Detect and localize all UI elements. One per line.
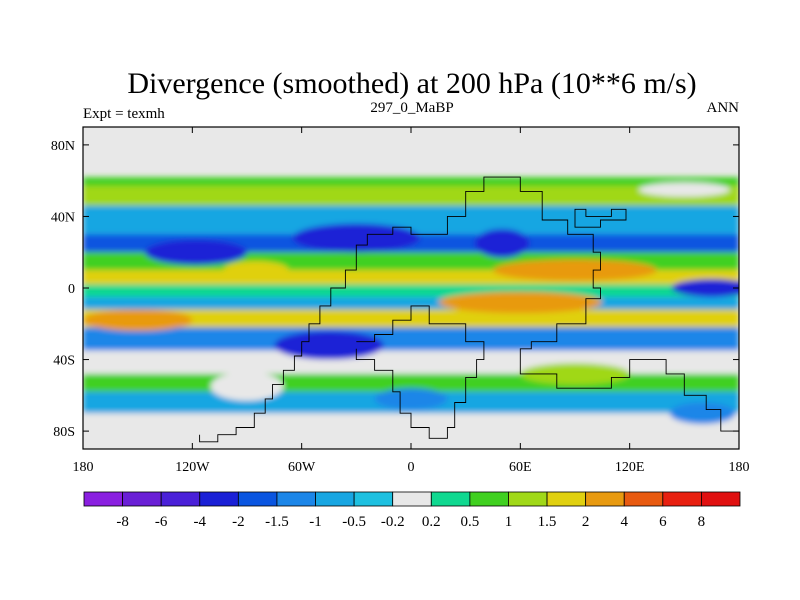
field-cell-6 <box>438 291 603 314</box>
x-tick-label-1: 120W <box>175 460 210 475</box>
colorbar-label-10: 1 <box>505 514 513 530</box>
colorbar-swatch-0 <box>83 491 123 507</box>
y-axis: 80N 40N 0 40S 80S <box>51 139 739 440</box>
colorbar-label-12: 2 <box>582 514 590 530</box>
y-tick-label-0: 80N <box>51 139 75 154</box>
field-cell-9 <box>374 388 448 410</box>
colorbar-swatch-15 <box>662 491 702 507</box>
colorbar: -8 -6 -4 -2 -1.5 -1 -0.5 -0.2 0.2 0.5 1 1.5 2 4 6 8 <box>83 491 741 530</box>
colorbar-label-0: -8 <box>116 514 129 530</box>
field-cell-10 <box>669 402 736 424</box>
field-cell-0 <box>144 239 247 265</box>
field-cell-7 <box>83 309 193 331</box>
colorbar-label-9: 0.5 <box>461 514 480 530</box>
colorbar-label-3: -2 <box>232 514 245 530</box>
field-cell-1 <box>292 223 421 253</box>
colorbar-swatch-2 <box>160 491 201 507</box>
field-band-1 <box>83 186 739 206</box>
colorbar-swatch-5 <box>276 491 316 507</box>
field-cell-2 <box>474 228 530 258</box>
x-tick-label-2: 60W <box>288 460 316 475</box>
colorbar-label-11: 1.5 <box>538 514 557 530</box>
field-cell-4 <box>274 330 384 360</box>
x-tick-label-6: 180 <box>729 460 750 475</box>
x-tick-label-5: 120E <box>615 460 645 475</box>
colorbar-label-8: 0.2 <box>422 514 441 530</box>
x-tick-label-0: 180 <box>73 460 94 475</box>
x-axis: 180 120W 60W 0 60E 120E 180 <box>73 127 750 475</box>
field-band-6 <box>83 284 739 297</box>
colorbar-swatch-13 <box>585 491 625 507</box>
y-tick-label-1: 40N <box>51 210 75 225</box>
x-tick-label-3: 0 <box>408 460 415 475</box>
field-band-10 <box>83 350 739 374</box>
period-label: 297_0_MaBP <box>370 100 453 116</box>
colorbar-label-15: 8 <box>698 514 706 530</box>
continent-outline-asia <box>574 208 627 228</box>
field-cell-8 <box>223 261 289 280</box>
colorbar-label-6: -0.5 <box>342 514 366 530</box>
field-band-0 <box>83 177 739 187</box>
y-tick-label-3: 40S <box>53 354 75 369</box>
colorbar-swatch-14 <box>623 491 664 507</box>
colorbar-swatch-9 <box>430 491 471 507</box>
field-cell-11 <box>638 182 730 197</box>
colorbar-label-4: -1.5 <box>265 514 289 530</box>
colorbar-swatch-4 <box>237 491 278 507</box>
colorbar-label-13: 4 <box>620 514 628 530</box>
field-cell-5 <box>493 259 657 281</box>
colorbar-swatch-7 <box>353 491 394 507</box>
y-tick-label-4: 80S <box>53 425 75 440</box>
experiment-label: Expt = texmh <box>83 106 165 122</box>
colorbar-swatch-10 <box>469 491 509 507</box>
colorbar-swatch-11 <box>508 491 548 507</box>
divergence-field <box>83 177 739 428</box>
field-cell-12 <box>210 372 284 401</box>
continent-outline-africa <box>355 305 485 439</box>
x-tick-label-4: 60E <box>509 460 532 475</box>
colorbar-swatch-3 <box>199 491 239 507</box>
colorbar-swatch-6 <box>315 491 355 507</box>
colorbar-swatch-16 <box>701 491 741 507</box>
colorbar-swatch-1 <box>122 491 162 507</box>
continent-outline-americas <box>199 176 739 443</box>
colorbar-label-5: -1 <box>309 514 322 530</box>
chart-title: Divergence (smoothed) at 200 hPa (10**6 … <box>127 67 696 100</box>
season-label: ANN <box>707 100 740 116</box>
colorbar-label-14: 6 <box>659 514 667 530</box>
y-tick-label-2: 0 <box>68 282 75 297</box>
field-cell-3 <box>671 279 739 297</box>
field-cell-13 <box>520 363 630 385</box>
colorbar-label-2: -4 <box>194 514 207 530</box>
colorbar-swatch-8 <box>392 491 432 507</box>
colorbar-swatch-12 <box>546 491 587 507</box>
colorbar-label-7: -0.2 <box>381 514 405 530</box>
field-band-9 <box>83 327 739 351</box>
continent-outlines <box>199 176 739 443</box>
colorbar-label-1: -6 <box>155 514 168 530</box>
